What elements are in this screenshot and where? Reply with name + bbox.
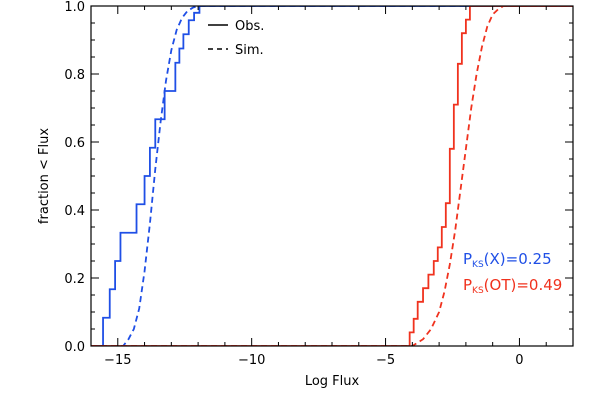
plot-frame [90,5,574,347]
legend: Obs. Sim. [208,19,264,58]
y-tick-label: 1.0 [64,0,85,15]
y-tick-label: 0.6 [64,136,85,151]
series-layer [91,6,573,346]
y-tick-label: 0.8 [64,68,85,83]
axes-layer: −15 −10 −5 0 0.0 0.2 0.4 0.6 0.8 1.0 [64,0,574,368]
series-line-3-dashed [91,6,573,346]
legend-label-obs: Obs. [235,19,264,34]
ks-annotations: PKS(X)=0.25 PKS(OT)=0.49 [463,250,562,296]
y-tick-label: 0.4 [64,204,85,219]
series-line-1-dashed [91,6,573,346]
y-tick-label: 0.0 [64,340,85,355]
series-line-2-solid [91,6,573,346]
y-axis-title: fraction < Flux [37,128,52,224]
y-tick-label: 0.2 [64,272,85,287]
x-axis-title: Log Flux [305,374,360,389]
x-tick-label: −10 [238,353,265,368]
series-line-0-solid [91,6,573,346]
x-tick-label: −15 [104,353,131,368]
x-tick-label: 0 [515,353,523,368]
x-tick-label: −5 [376,353,395,368]
ks-annotation-x: PKS(X)=0.25 [463,250,552,270]
legend-label-sim: Sim. [235,43,264,58]
ks-annotation-ot: PKS(OT)=0.49 [463,276,562,296]
